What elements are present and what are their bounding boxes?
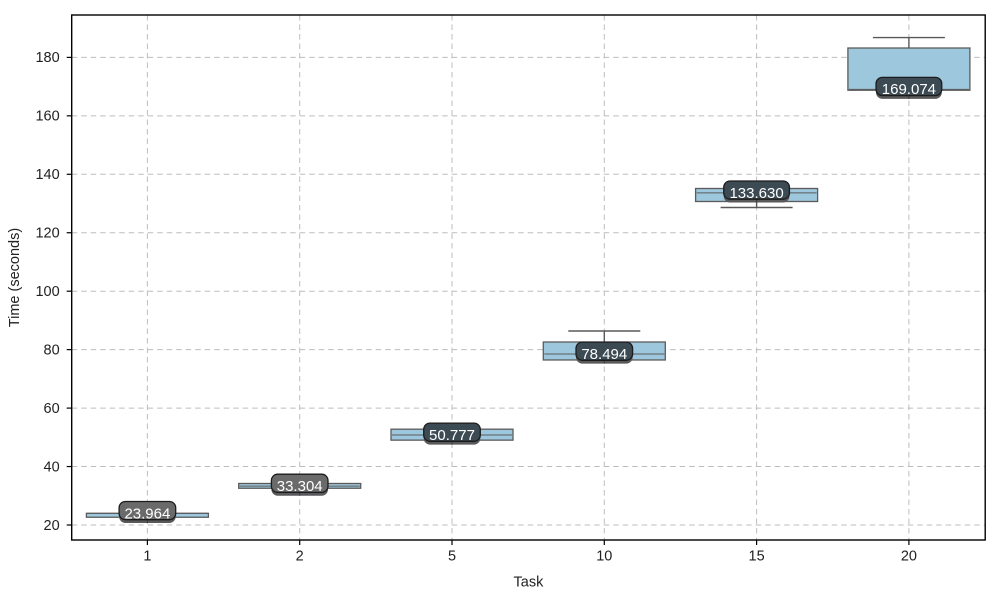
svg-text:10: 10 — [596, 549, 612, 565]
svg-text:20: 20 — [44, 518, 60, 534]
svg-text:180: 180 — [35, 50, 59, 66]
svg-text:120: 120 — [35, 226, 59, 242]
svg-text:33.304: 33.304 — [277, 478, 323, 495]
svg-text:20: 20 — [901, 549, 917, 565]
svg-text:5: 5 — [448, 549, 456, 565]
svg-text:140: 140 — [35, 167, 59, 183]
svg-text:160: 160 — [35, 109, 59, 125]
svg-text:Task: Task — [514, 575, 545, 591]
svg-text:60: 60 — [44, 401, 60, 417]
svg-text:40: 40 — [44, 459, 60, 475]
svg-text:169.074: 169.074 — [882, 81, 936, 98]
svg-text:100: 100 — [35, 284, 59, 300]
svg-text:50.777: 50.777 — [429, 427, 475, 444]
svg-text:1: 1 — [143, 549, 151, 565]
svg-text:80: 80 — [44, 342, 60, 358]
svg-text:2: 2 — [296, 549, 304, 565]
svg-text:78.494: 78.494 — [581, 346, 627, 363]
svg-text:Time (seconds): Time (seconds) — [7, 228, 23, 327]
svg-text:133.630: 133.630 — [729, 185, 783, 202]
svg-text:23.964: 23.964 — [124, 505, 170, 522]
svg-text:15: 15 — [749, 549, 765, 565]
